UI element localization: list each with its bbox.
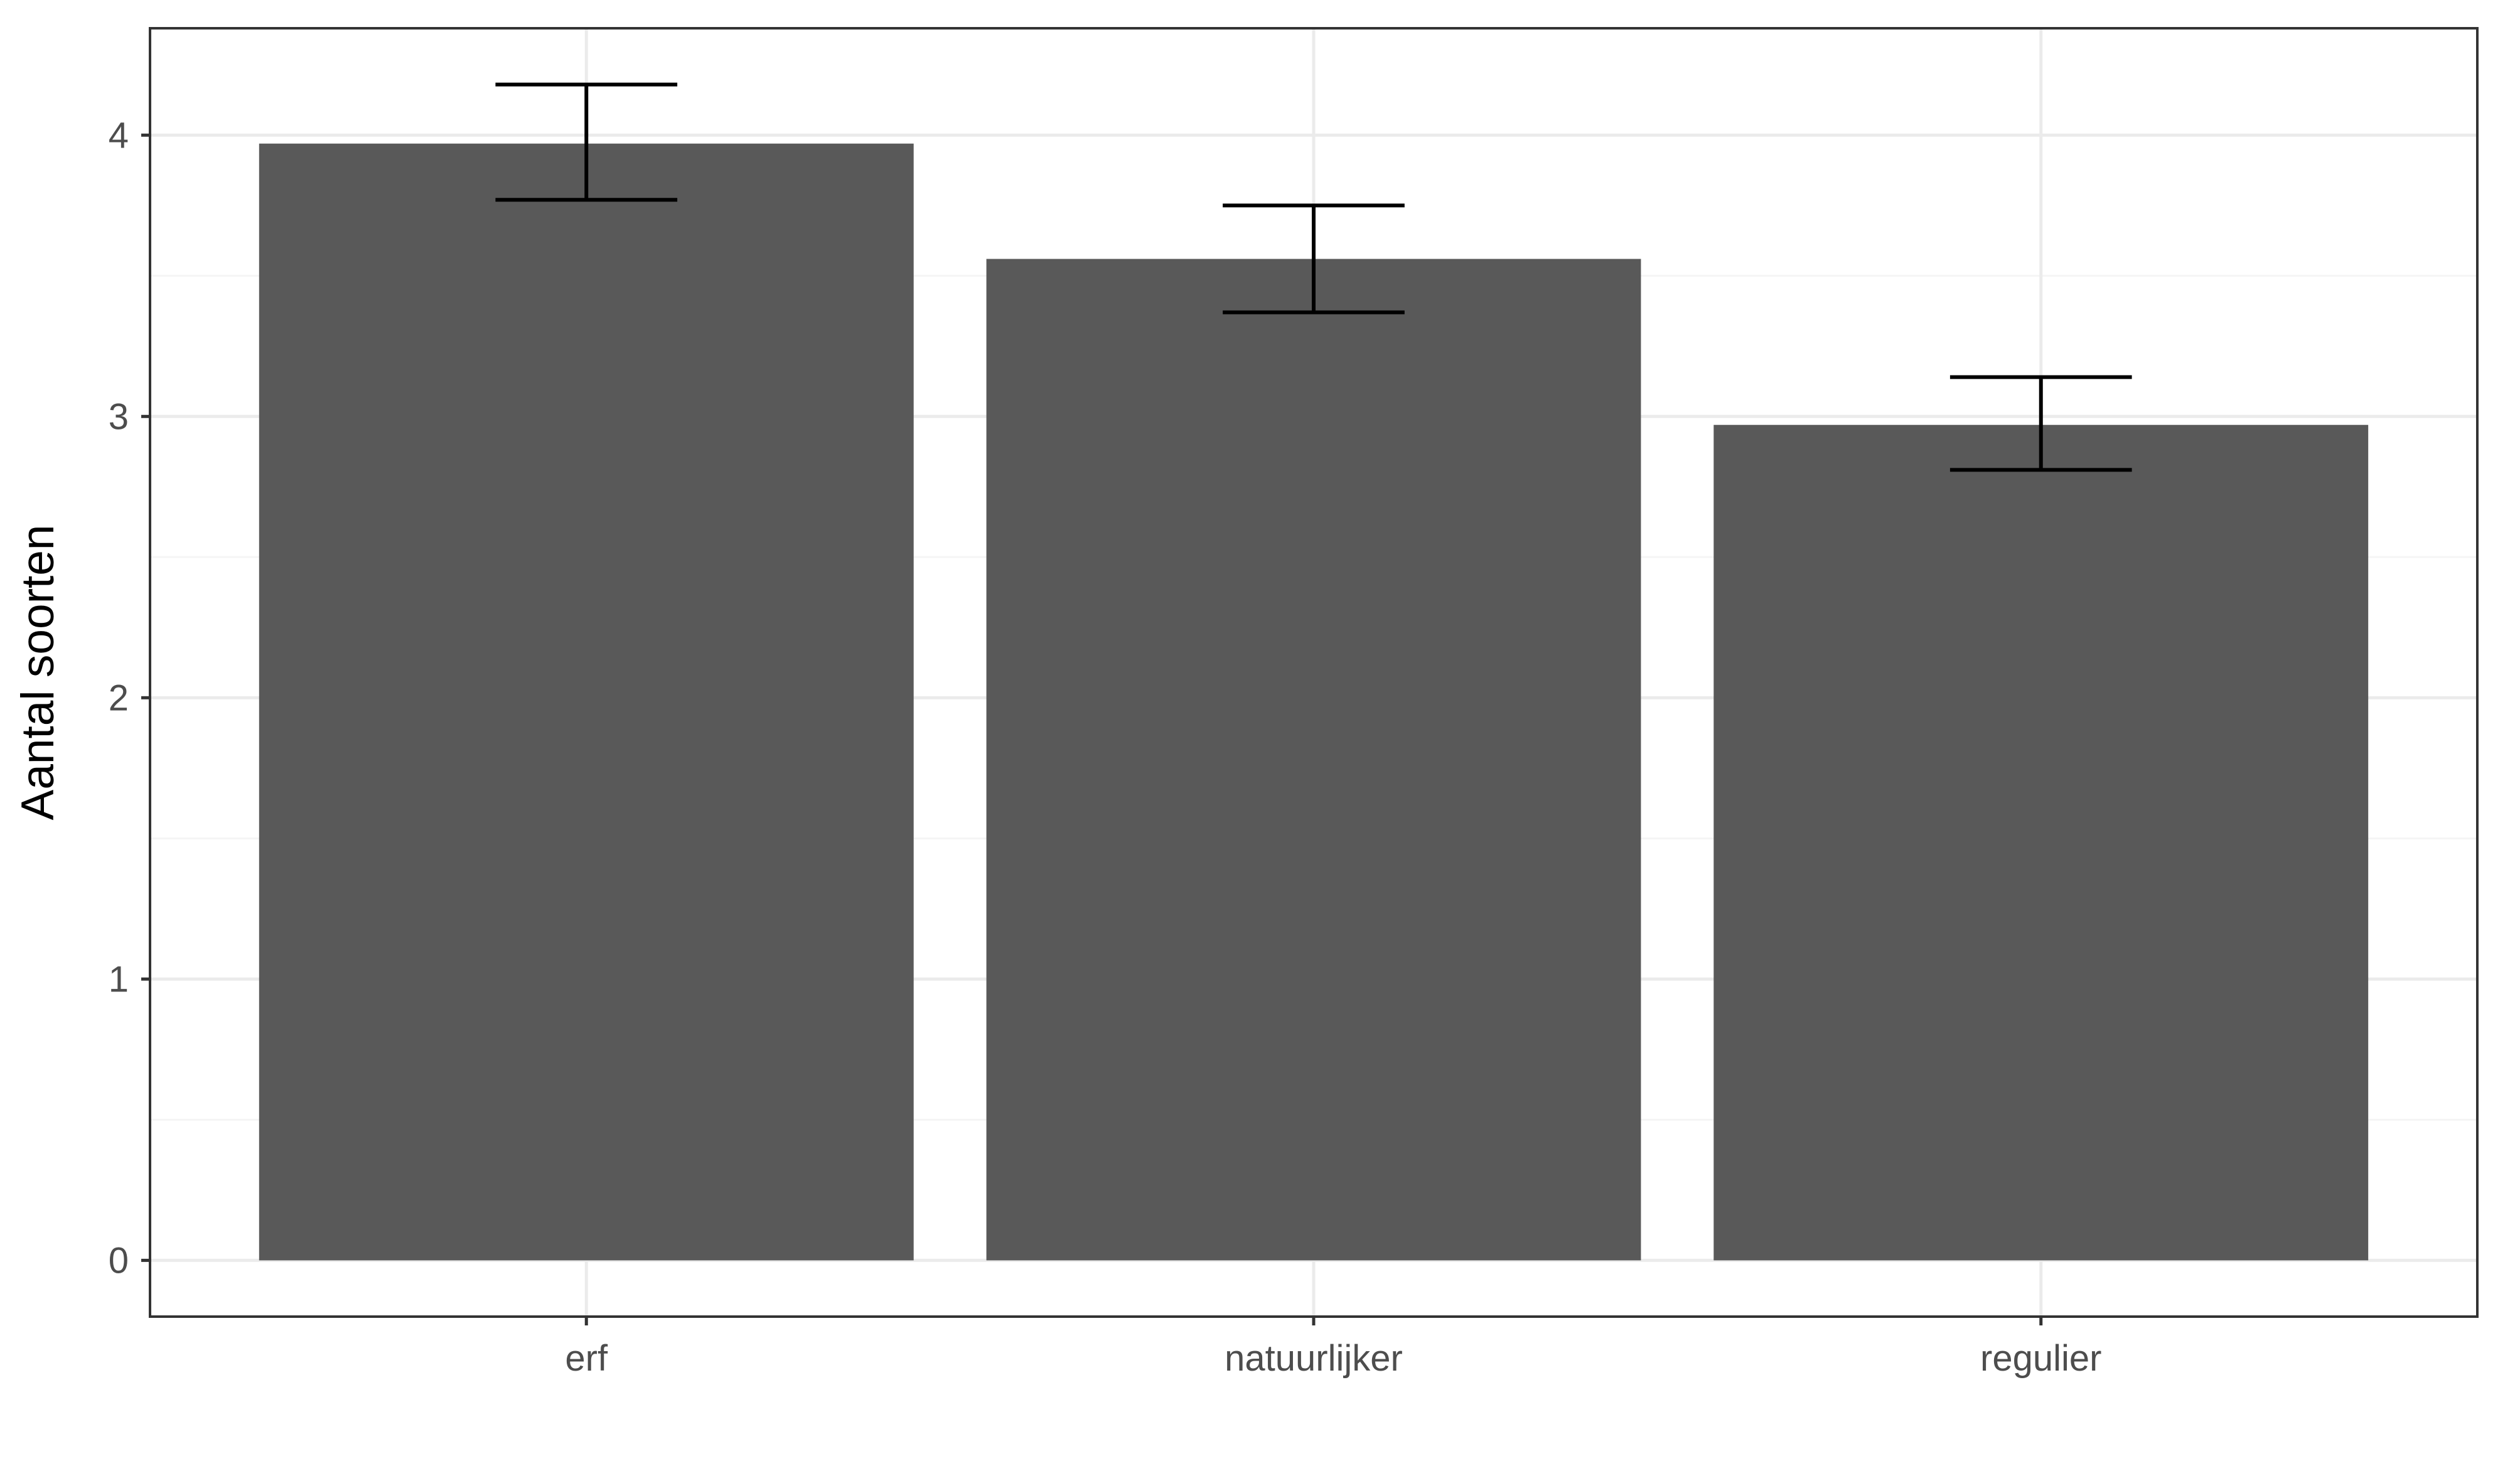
errorbar-regulier [1949,375,2132,472]
errorbar-erf [495,82,678,202]
bars [259,143,2369,1261]
x-tick-label: erf [565,1338,608,1379]
y-tick-label: 2 [109,677,129,718]
y-tick-label: 1 [109,959,129,1000]
axis-ticks: 0 1 2 3 4 erf natuurlijker regulier [109,115,2102,1379]
x-tick-label: regulier [1980,1338,2101,1379]
bar-erf [259,143,914,1261]
y-tick-label: 3 [109,396,129,437]
error-bars [495,82,2132,472]
bar-regulier [1713,424,2369,1261]
y-axis-label: Aantal soorten [13,525,63,821]
errorbar-natuurlijker [1223,203,1405,315]
y-tick-label: 0 [109,1240,129,1281]
bar-natuurlijker [986,259,1641,1261]
x-tick-label: natuurlijker [1225,1338,1403,1379]
y-tick-label: 4 [109,115,129,156]
